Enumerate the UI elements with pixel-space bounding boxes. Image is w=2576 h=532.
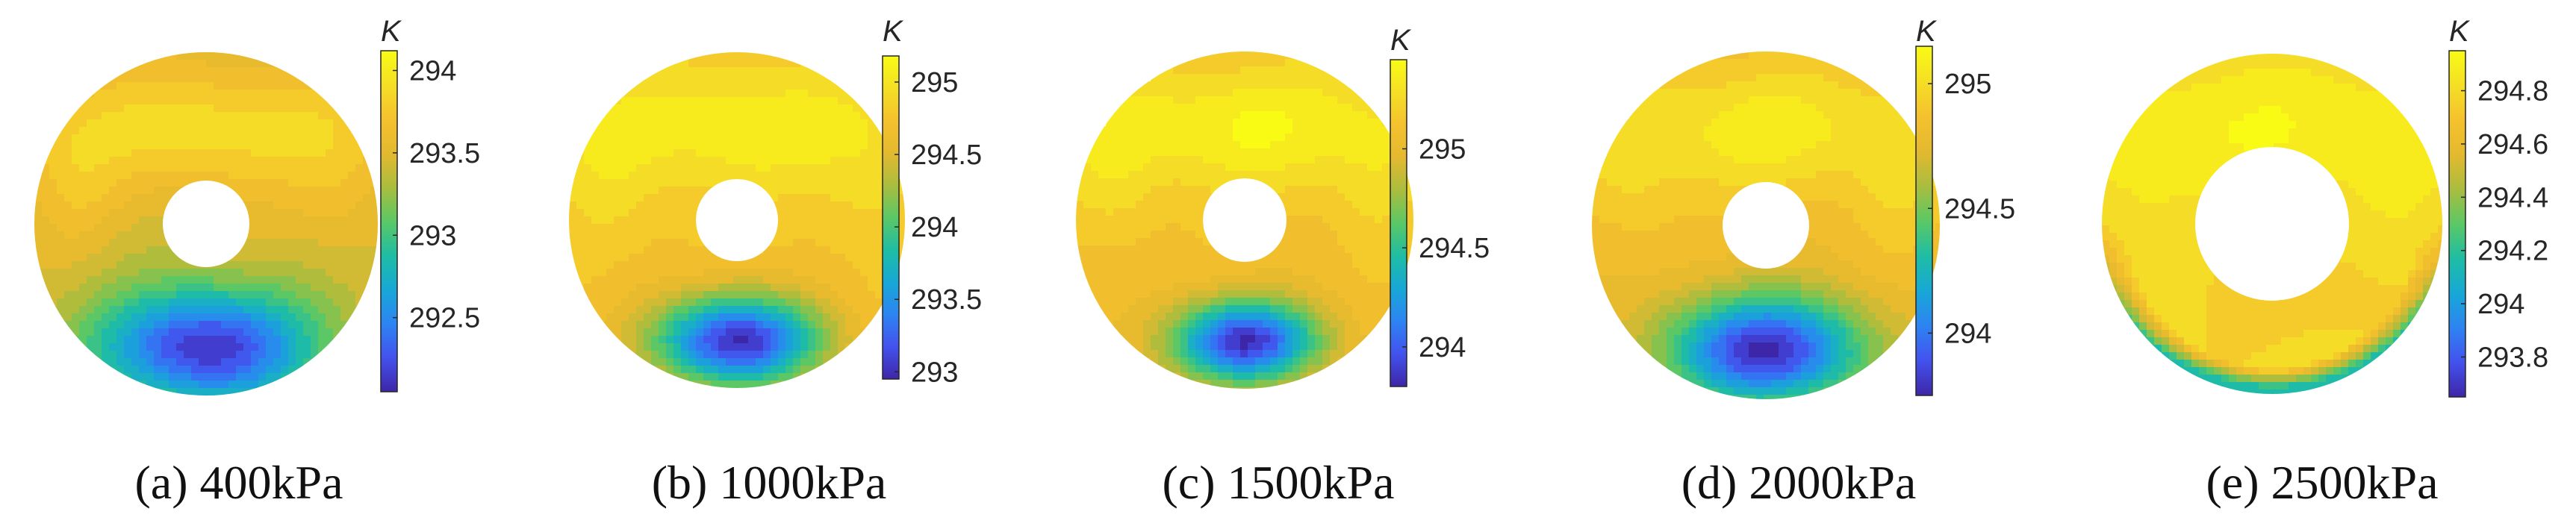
colorbar-gradient-c xyxy=(1390,59,1407,387)
colorbar-tick-label-a-1: 293.5 xyxy=(409,138,480,169)
caption-c: (c) 1500kPa xyxy=(1162,456,1394,509)
colorbar-gradient-b xyxy=(882,55,900,380)
caption-e: (e) 2500kPa xyxy=(2206,456,2438,509)
panel-e: K 294.8 294.6 294.4 294.2 294 293.8 (e) 2500k… xyxy=(2102,15,2548,509)
colorbar-unit-b: K xyxy=(883,15,904,48)
colorbar-ticks-b: 295 294.5 294 293.5 293 xyxy=(895,67,982,388)
contour-disk-b xyxy=(569,52,905,388)
colorbar-tick-label-e-4: 294 xyxy=(2477,289,2524,320)
panel-a: K 294 293.5 293 292.5 (a) 400kPa xyxy=(34,15,480,509)
caption-d: (d) 2000kPa xyxy=(1681,456,1917,509)
colorbar-ticks-a: 294 293.5 293 292.5 xyxy=(393,55,480,334)
colorbar-d xyxy=(1915,46,1933,396)
contour-disk-e xyxy=(2102,54,2442,394)
colorbar-e xyxy=(2448,50,2466,398)
colorbar-ticks-c: 295 294.5 294 xyxy=(1402,134,1490,363)
colorbar-tick-label-d-1: 294.5 xyxy=(1944,193,2015,225)
colorbar-tick-label-a-0: 294 xyxy=(409,55,456,87)
colorbar-tick-label-b-4: 293 xyxy=(911,357,958,388)
colorbar-unit-c: K xyxy=(1390,24,1412,57)
panel-c: K 295 294.5 294 (c) 1500kPa xyxy=(1076,24,1490,509)
colorbar-unit-d: K xyxy=(1916,15,1938,48)
colorbar-tick-label-e-2: 294.4 xyxy=(2477,182,2548,213)
contour-cells-b xyxy=(569,52,905,388)
colorbar-b xyxy=(882,55,900,380)
contour-cells-c xyxy=(1076,51,1413,389)
contour-disk-d xyxy=(1592,51,1940,399)
colorbar-tick-label-c-2: 294 xyxy=(1419,332,1466,363)
caption-b: (b) 1000kPa xyxy=(652,456,887,509)
contour-cells-e xyxy=(2102,54,2442,394)
panel-d: K 295 294.5 294 (d) 2000kPa xyxy=(1592,15,2015,509)
colorbar-tick-label-b-0: 295 xyxy=(911,67,958,98)
colorbar-tick-label-a-2: 293 xyxy=(409,220,456,251)
colorbar-tick-label-e-3: 294.2 xyxy=(2477,236,2548,267)
colorbar-c xyxy=(1390,59,1407,387)
colorbar-tick-label-e-1: 294.6 xyxy=(2477,129,2548,160)
colorbar-tick-label-d-0: 295 xyxy=(1944,69,1991,100)
colorbar-gradient-d xyxy=(1915,46,1933,396)
colorbar-tick-label-b-2: 294 xyxy=(911,212,958,243)
colorbar-gradient-a xyxy=(380,50,398,392)
colorbar-tick-label-d-2: 294 xyxy=(1944,318,1991,349)
colorbar-a xyxy=(380,50,398,392)
colorbar-tick-label-b-3: 293.5 xyxy=(911,284,982,316)
contour-cells-d xyxy=(1592,51,1940,399)
colorbar-tick-label-b-1: 294.5 xyxy=(911,140,982,171)
colorbar-gradient-e xyxy=(2448,50,2466,398)
colorbar-ticks-d: 295 294.5 294 xyxy=(1928,69,2015,349)
panel-b: K 295 294.5 294 293.5 293 (b) 1000kPa xyxy=(569,15,982,509)
colorbar-tick-label-a-3: 292.5 xyxy=(409,303,480,334)
colorbar-tick-label-c-0: 295 xyxy=(1419,134,1466,165)
contour-disk-a xyxy=(34,52,379,396)
colorbar-ticks-e: 294.8 294.6 294.4 294.2 294 293.8 xyxy=(2461,76,2548,373)
contour-cells-a xyxy=(34,52,379,396)
colorbar-unit-a: K xyxy=(381,15,402,48)
colorbar-unit-e: K xyxy=(2449,15,2471,48)
contour-disk-c xyxy=(1076,51,1413,389)
colorbar-tick-label-e-5: 293.8 xyxy=(2477,342,2548,373)
colorbar-tick-label-c-1: 294.5 xyxy=(1419,233,1490,264)
caption-a: (a) 400kPa xyxy=(134,456,343,509)
colorbar-tick-label-e-0: 294.8 xyxy=(2477,76,2548,107)
